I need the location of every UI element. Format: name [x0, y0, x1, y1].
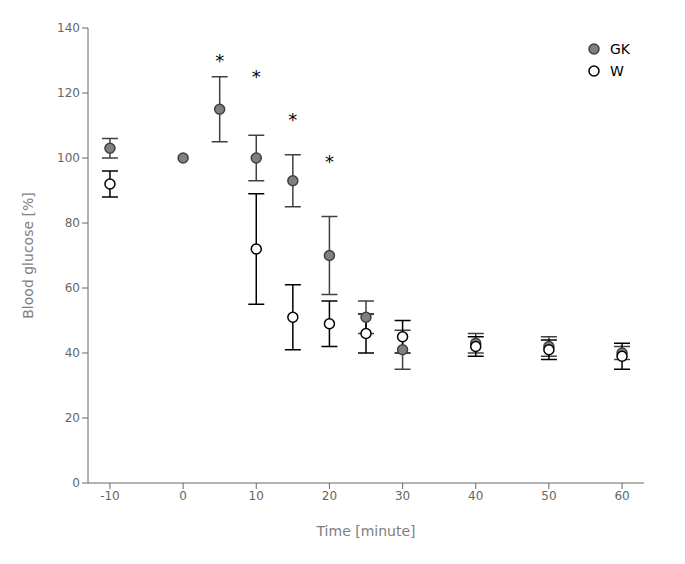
svg-text:Time [minute]: Time [minute]	[315, 523, 415, 539]
svg-text:0: 0	[72, 476, 80, 490]
svg-text:140: 140	[57, 21, 80, 35]
svg-text:*: *	[215, 50, 224, 71]
svg-text:10: 10	[249, 489, 264, 503]
svg-text:60: 60	[614, 489, 629, 503]
svg-text:40: 40	[65, 346, 80, 360]
svg-text:120: 120	[57, 86, 80, 100]
svg-text:20: 20	[65, 411, 80, 425]
svg-text:40: 40	[468, 489, 483, 503]
svg-text:Blood glucose [%]: Blood glucose [%]	[20, 192, 36, 318]
svg-text:*: *	[288, 109, 297, 130]
svg-text:-10: -10	[100, 489, 120, 503]
svg-text:30: 30	[395, 489, 410, 503]
svg-text:0: 0	[179, 489, 187, 503]
svg-text:60: 60	[65, 281, 80, 295]
html-text:GK: GK	[610, 41, 630, 57]
svg-text:100: 100	[57, 151, 80, 165]
svg-text:80: 80	[65, 216, 80, 230]
svg-text:*: *	[325, 151, 334, 172]
svg-text:20: 20	[322, 489, 337, 503]
html-text:W: W	[610, 63, 624, 79]
svg-text:*: *	[252, 66, 261, 87]
svg-text:50: 50	[541, 489, 556, 503]
